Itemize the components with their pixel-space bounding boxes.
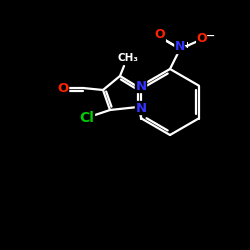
Text: −: − — [206, 31, 216, 41]
Text: Cl: Cl — [80, 111, 94, 125]
Text: N: N — [136, 80, 146, 92]
Text: CH₃: CH₃ — [118, 53, 139, 63]
Text: O: O — [58, 82, 68, 94]
Text: N: N — [175, 40, 185, 54]
Text: +: + — [184, 40, 190, 50]
Text: O: O — [197, 32, 207, 44]
Text: N: N — [136, 102, 146, 114]
Text: O: O — [155, 28, 165, 42]
